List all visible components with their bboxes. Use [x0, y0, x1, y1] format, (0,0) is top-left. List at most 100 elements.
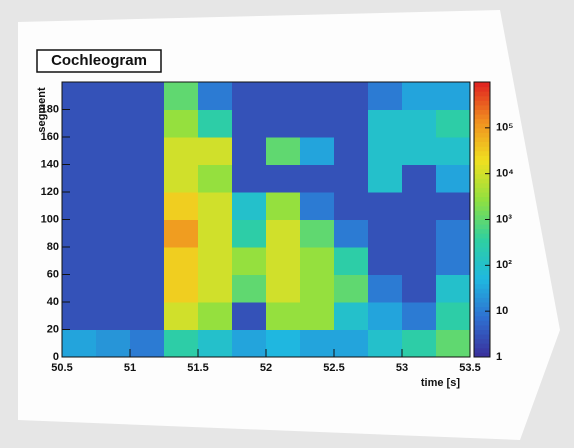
heat-cell [300, 110, 335, 138]
heat-cell [436, 137, 471, 165]
heat-cell [436, 110, 471, 138]
x-tick-label: 51 [124, 362, 136, 374]
heat-cell [164, 137, 199, 165]
heat-cell [62, 82, 97, 110]
heat-cell [164, 110, 199, 138]
heat-cell [198, 82, 233, 110]
heat-cell [198, 330, 233, 358]
heat-cell [368, 110, 403, 138]
heat-cell [402, 302, 437, 330]
x-tick-label: 50.5 [51, 362, 72, 374]
heat-cell [198, 220, 233, 248]
heat-cell [402, 247, 437, 275]
heat-cell [436, 165, 471, 193]
heat-cell [266, 137, 301, 165]
heat-cell [436, 330, 471, 358]
heat-cell [164, 192, 199, 220]
heat-cell [300, 165, 335, 193]
colorbar-step [474, 128, 490, 133]
colorbar-step [474, 96, 490, 101]
heat-cell [266, 110, 301, 138]
heat-cell [334, 247, 369, 275]
colorbar-step [474, 265, 490, 270]
colorbar-step [474, 160, 490, 165]
heat-cell [164, 165, 199, 193]
heat-cell [232, 275, 267, 303]
heat-cell [232, 165, 267, 193]
colorbar-step [474, 343, 490, 348]
heat-cell [232, 220, 267, 248]
y-tick-label: 120 [41, 186, 59, 198]
heat-cell [198, 165, 233, 193]
colorbar-step [474, 224, 490, 229]
heat-cell [436, 247, 471, 275]
heat-cell [62, 330, 97, 358]
heat-cell [266, 330, 301, 358]
colorbar-step [474, 151, 490, 156]
heat-cell [334, 275, 369, 303]
heat-cell [436, 302, 471, 330]
colorbar-step [474, 165, 490, 170]
heat-cell [334, 330, 369, 358]
colorbar-step [474, 330, 490, 335]
colorbar-step [474, 183, 490, 188]
y-tick-label: 20 [47, 323, 59, 335]
colorbar-step [474, 174, 490, 179]
y-tick-label: 60 [47, 268, 59, 280]
colorbar-step [474, 146, 490, 151]
heat-cell [436, 192, 471, 220]
heat-cell [368, 330, 403, 358]
heat-cell [300, 220, 335, 248]
heat-cell [96, 82, 131, 110]
heat-cell [334, 137, 369, 165]
colorbar-step [474, 192, 490, 197]
colorbar-step [474, 178, 490, 183]
heat-cell [232, 192, 267, 220]
heat-cell [130, 330, 165, 358]
colorbar-step [474, 252, 490, 257]
heat-cell [198, 302, 233, 330]
heat-cell [164, 82, 199, 110]
heat-cell [368, 247, 403, 275]
heat-cell [164, 220, 199, 248]
colorbar-step [474, 320, 490, 325]
heat-cell [62, 302, 97, 330]
colorbar-step [474, 137, 490, 142]
heat-cell [368, 275, 403, 303]
y-tick-label: 80 [47, 241, 59, 253]
colorbar-step [474, 284, 490, 289]
colorbar-step [474, 119, 490, 124]
colorbar-step [474, 233, 490, 238]
colorbar-step [474, 325, 490, 330]
x-tick-label: 52.5 [323, 362, 344, 374]
heat-cell [334, 192, 369, 220]
heat-cell [266, 192, 301, 220]
heat-cell [232, 110, 267, 138]
colorbar-step [474, 210, 490, 215]
heat-cell [130, 165, 165, 193]
heat-cell [164, 247, 199, 275]
colorbar-tick-label: 10⁵ [496, 122, 513, 134]
y-tick-label: 140 [41, 158, 59, 170]
colorbar-tick-label: 10³ [496, 213, 512, 225]
heat-cell [96, 220, 131, 248]
colorbar-step [474, 297, 490, 302]
colorbar-tick-label: 10 [496, 305, 508, 317]
heat-cell [402, 192, 437, 220]
heat-cell [402, 110, 437, 138]
heat-cell [62, 110, 97, 138]
heat-cell [368, 82, 403, 110]
heat-cell [130, 110, 165, 138]
heat-cell [300, 137, 335, 165]
colorbar-step [474, 197, 490, 202]
x-axis-label: time [s] [421, 377, 460, 389]
heat-cell [300, 82, 335, 110]
colorbar-step [474, 348, 490, 353]
y-tick-label: 180 [41, 103, 59, 115]
heat-cell [402, 275, 437, 303]
heat-cell [62, 137, 97, 165]
heat-cell [130, 137, 165, 165]
colorbar-step [474, 334, 490, 339]
colorbar-step [474, 288, 490, 293]
colorbar-step [474, 242, 490, 247]
